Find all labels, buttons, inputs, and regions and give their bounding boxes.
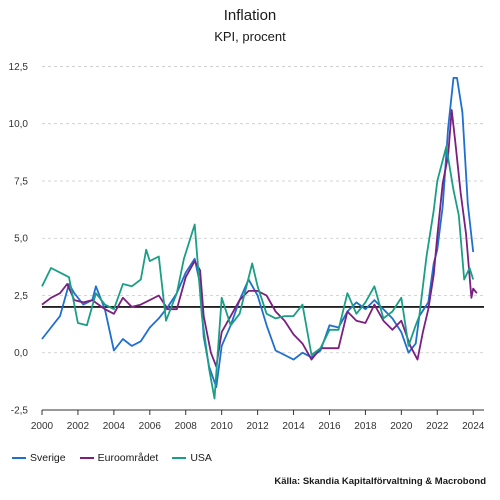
x-tick-label: 2016 xyxy=(318,421,341,432)
y-tick-label: 0,0 xyxy=(14,348,28,359)
y-tick-label: 12,5 xyxy=(9,62,29,73)
legend-label-sverige: Sverige xyxy=(30,452,66,464)
legend: Sverige Euroområdet USA xyxy=(12,452,212,464)
series-lines xyxy=(41,77,478,400)
x-tick-label: 2014 xyxy=(282,421,305,432)
legend-item-euroomradet: Euroområdet xyxy=(79,452,159,464)
x-tick-label: 2018 xyxy=(354,421,377,432)
y-tick-label: 10,0 xyxy=(9,119,29,130)
x-tick-label: 2024 xyxy=(462,421,485,432)
series-line-euro xyxy=(41,109,478,368)
x-tick-label: 2010 xyxy=(211,421,234,432)
legend-swatch-sverige xyxy=(12,457,26,459)
x-tick-label: 2002 xyxy=(67,421,90,432)
legend-label-euroomradet: Euroområdet xyxy=(97,452,159,464)
legend-item-sverige: Sverige xyxy=(12,452,66,464)
y-tick-label: 5,0 xyxy=(14,234,28,245)
x-tick-label: 2006 xyxy=(139,421,162,432)
y-tick-labels: -2,5 0,0 2,5 5,0 7,5 10,0 12,5 xyxy=(9,62,29,417)
y-tick-label: -2,5 xyxy=(11,406,29,417)
legend-label-usa: USA xyxy=(190,452,212,464)
y-tick-label: 2,5 xyxy=(14,291,28,302)
series-line-usa xyxy=(41,145,475,400)
legend-item-usa: USA xyxy=(172,452,212,464)
legend-swatch-usa xyxy=(172,457,187,459)
x-axis: 2000 2002 2004 2006 2008 2010 2012 2014 2016 2018… xyxy=(31,409,485,432)
chart-subtitle: KPI, procent xyxy=(214,29,286,44)
x-tick-label: 2008 xyxy=(175,421,198,432)
x-tick-label: 2020 xyxy=(390,421,413,432)
x-tick-label: 2022 xyxy=(426,421,449,432)
legend-swatch-euroomradet xyxy=(79,457,94,459)
source-note: Källa: Skandia Kapitalförvaltning & Macr… xyxy=(274,476,486,487)
x-tick-label: 2000 xyxy=(31,421,54,432)
series-line-sverige xyxy=(41,77,475,388)
x-tick-label: 2012 xyxy=(246,421,269,432)
y-tick-label: 7,5 xyxy=(14,176,28,187)
chart-title: Inflation xyxy=(223,7,277,24)
x-tick-label: 2004 xyxy=(103,421,126,432)
